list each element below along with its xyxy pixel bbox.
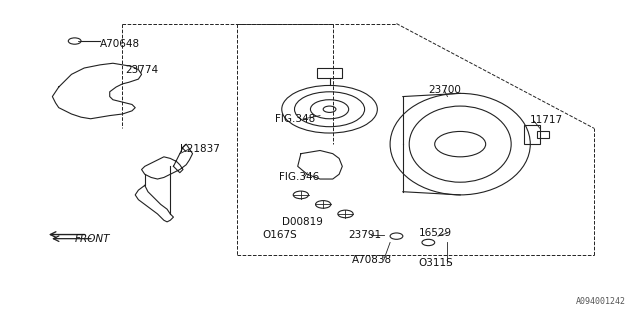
Text: FIG.346: FIG.346	[278, 172, 319, 182]
Text: FIG.348: FIG.348	[275, 114, 316, 124]
Text: 16529: 16529	[419, 228, 452, 238]
Text: O167S: O167S	[262, 229, 298, 240]
Text: 11717: 11717	[531, 115, 563, 125]
Bar	[524, 125, 540, 144]
Text: FRONT: FRONT	[75, 234, 110, 244]
Text: A094001242: A094001242	[576, 297, 626, 306]
Text: O311S: O311S	[419, 258, 454, 268]
Text: A70838: A70838	[352, 255, 392, 265]
Text: K21837: K21837	[180, 144, 220, 154]
Bar	[537, 132, 549, 138]
Text: 23791: 23791	[349, 229, 382, 240]
Bar	[317, 68, 342, 77]
Text: D00819: D00819	[282, 217, 323, 227]
Text: A70648: A70648	[100, 39, 140, 49]
Text: 23774: 23774	[125, 65, 159, 75]
Text: 23700: 23700	[428, 85, 461, 95]
